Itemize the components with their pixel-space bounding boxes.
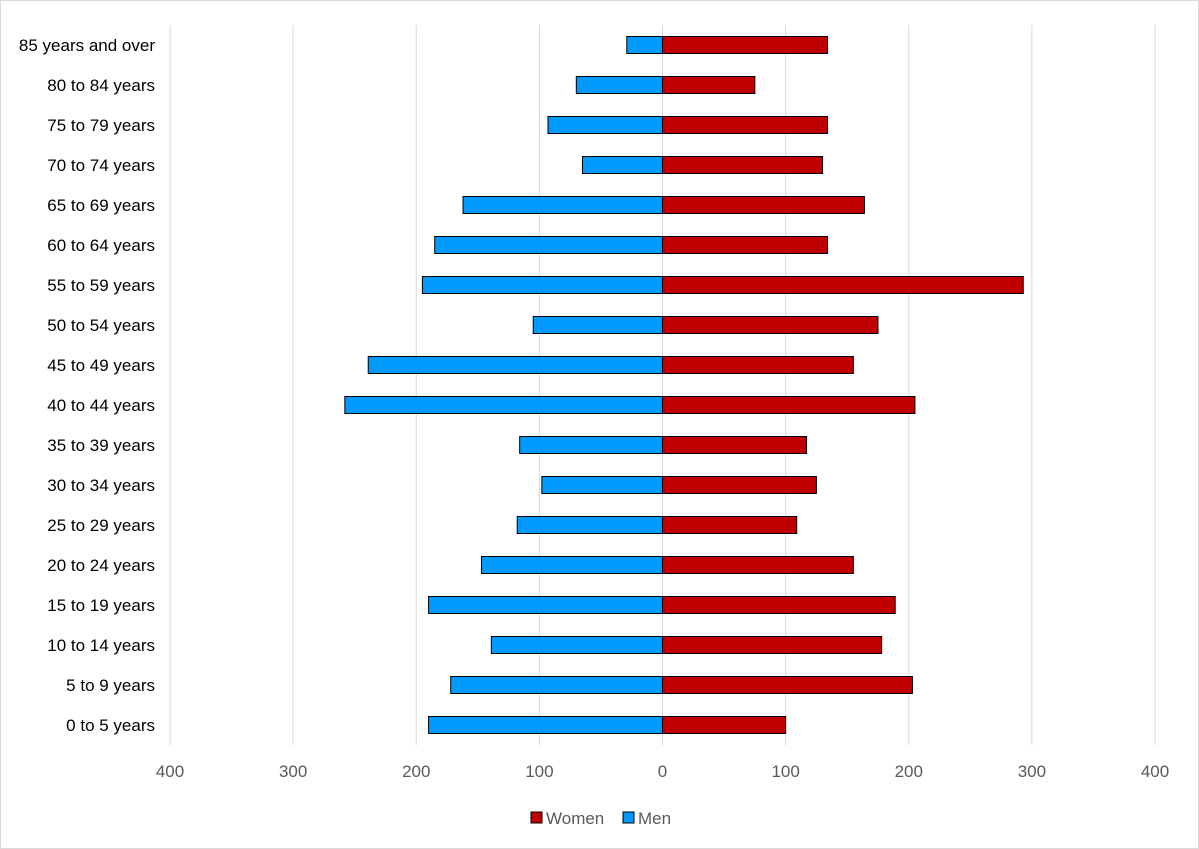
category-label: 70 to 74 years <box>47 156 155 175</box>
bar-women-40-to-44-years <box>662 396 916 414</box>
category-label: 5 to 9 years <box>66 676 155 695</box>
bar-men-70-to-74-years <box>581 156 663 174</box>
bar-women-50-to-54-years <box>662 316 879 334</box>
bar-women-15-to-19-years <box>662 596 896 614</box>
bar-women-0-to-5-years <box>662 716 787 734</box>
category-label: 50 to 54 years <box>47 316 155 335</box>
bar-women-30-to-34-years <box>662 476 817 494</box>
bar-men-15-to-19-years <box>428 596 663 614</box>
category-label: 10 to 14 years <box>47 636 155 655</box>
category-label: 35 to 39 years <box>47 436 155 455</box>
bar-men-25-to-29-years <box>516 516 664 534</box>
bar-women-35-to-39-years <box>662 436 808 454</box>
bar-women-85-years-and-over <box>662 36 828 54</box>
bar-women-45-to-49-years <box>662 356 854 374</box>
x-tick-label: 400 <box>1141 762 1169 781</box>
bar-men-85-years-and-over <box>626 36 664 54</box>
legend-label-men: Men <box>638 809 671 828</box>
bar-women-80-to-84-years <box>662 76 756 94</box>
bar-women-10-to-14-years <box>662 636 883 654</box>
x-tick-label: 100 <box>525 762 553 781</box>
bar-men-0-to-5-years <box>428 716 663 734</box>
bar-women-5-to-9-years <box>662 676 913 694</box>
bar-men-10-to-14-years <box>490 636 664 654</box>
bar-men-40-to-44-years <box>344 396 663 414</box>
x-tick-label: 200 <box>402 762 430 781</box>
x-tick-label: 300 <box>279 762 307 781</box>
bar-women-65-to-69-years <box>662 196 865 214</box>
bar-men-50-to-54-years <box>532 316 663 334</box>
bar-women-25-to-29-years <box>662 516 798 534</box>
bar-men-60-to-64-years <box>434 236 663 254</box>
bar-women-60-to-64-years <box>662 236 828 254</box>
legend-label-women: Women <box>546 809 604 828</box>
bar-women-20-to-24-years <box>662 556 854 574</box>
x-tick-label: 100 <box>771 762 799 781</box>
bar-men-45-to-49-years <box>367 356 663 374</box>
bar-men-80-to-84-years <box>575 76 663 94</box>
bar-women-55-to-59-years <box>662 276 1024 294</box>
bar-women-70-to-74-years <box>662 156 824 174</box>
x-tick-label: 400 <box>156 762 184 781</box>
bar-men-35-to-39-years <box>519 436 663 454</box>
bar-men-55-to-59-years <box>421 276 663 294</box>
category-label: 65 to 69 years <box>47 196 155 215</box>
x-tick-label: 200 <box>895 762 923 781</box>
category-label: 55 to 59 years <box>47 276 155 295</box>
category-label: 25 to 29 years <box>47 516 155 535</box>
category-label: 40 to 44 years <box>47 396 155 415</box>
category-label: 75 to 79 years <box>47 116 155 135</box>
category-label: 45 to 49 years <box>47 356 155 375</box>
bar-men-5-to-9-years <box>450 676 663 694</box>
bar-men-65-to-69-years <box>462 196 663 214</box>
category-label: 20 to 24 years <box>47 556 155 575</box>
category-label: 15 to 19 years <box>47 596 155 615</box>
category-label: 0 to 5 years <box>66 716 155 735</box>
x-tick-label: 0 <box>658 762 667 781</box>
x-tick-label: 300 <box>1018 762 1046 781</box>
category-label: 80 to 84 years <box>47 76 155 95</box>
category-label: 60 to 64 years <box>47 236 155 255</box>
category-label: 85 years and over <box>19 36 155 55</box>
legend-swatch-men <box>622 811 635 824</box>
legend-swatch-women <box>530 811 543 824</box>
bar-men-30-to-34-years <box>541 476 664 494</box>
bar-men-20-to-24-years <box>481 556 663 574</box>
bar-women-75-to-79-years <box>662 116 828 134</box>
category-label: 30 to 34 years <box>47 476 155 495</box>
bar-men-75-to-79-years <box>547 116 664 134</box>
